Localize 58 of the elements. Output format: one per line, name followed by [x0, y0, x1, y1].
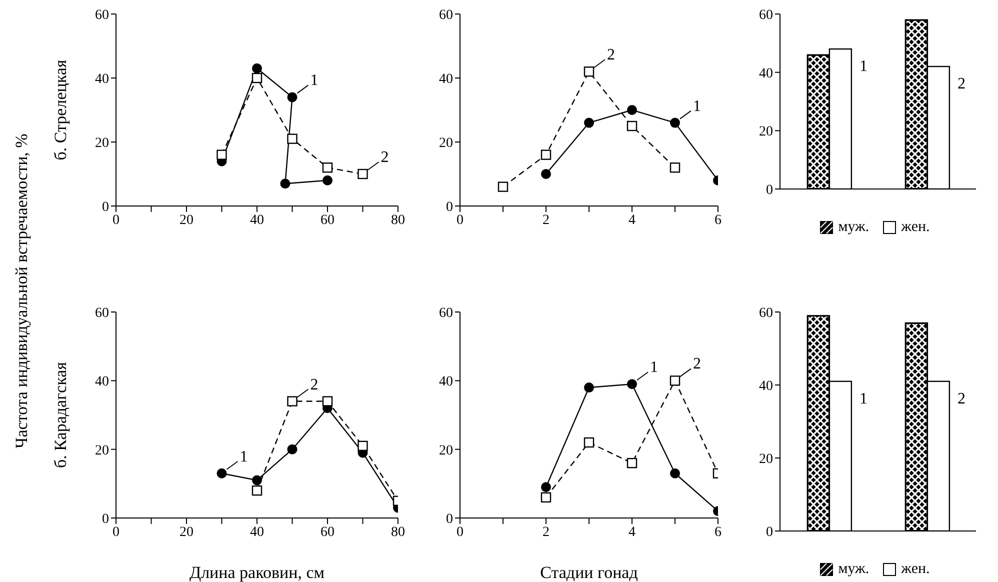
x-tick-label: 60	[320, 524, 334, 540]
x-tick-label: 0	[112, 212, 120, 228]
y-tick-label: 0	[446, 200, 453, 215]
y-tick-label: 0	[446, 512, 453, 527]
y-tick-label: 40	[439, 72, 453, 87]
x-tick-label: 6	[714, 524, 722, 540]
x-tick-label: 20	[180, 212, 194, 228]
x-tick-label: 2	[542, 212, 550, 228]
annotation: 1	[650, 359, 658, 376]
y-tick-label: 60	[95, 306, 109, 321]
x-tick-label: 80	[391, 524, 405, 540]
x-tick-label: 80	[391, 212, 405, 228]
y-tick-label: 40	[439, 374, 453, 390]
y-tick-label: 20	[439, 443, 453, 458]
y-tick-label: 40	[95, 374, 109, 390]
y-tick-label: 0	[766, 182, 773, 198]
x-axis-title: Стадии гонад	[540, 563, 638, 582]
y-tick-label: 60	[439, 306, 453, 321]
annotation: 2	[310, 376, 318, 394]
y-tick-label: 60	[439, 8, 453, 23]
annotation: 2	[380, 149, 389, 166]
y-tick-label: 40	[759, 66, 773, 82]
text: Частота индивидуальной встречаемости, %	[12, 134, 32, 448]
x-tick-label: 6	[714, 212, 722, 228]
annotation: 2	[693, 356, 701, 373]
y-tick-label: 20	[439, 136, 453, 151]
y-tick-label: 0	[102, 512, 109, 527]
annotation: 2	[607, 46, 615, 64]
x-tick-label: 20	[180, 524, 194, 540]
x-axis-title: Длина раковин, см	[189, 563, 325, 582]
y-tick-label: 20	[95, 136, 109, 151]
annotation: 1	[240, 448, 248, 466]
x-tick-label: 40	[250, 524, 264, 540]
x-tick-label: 0	[456, 524, 464, 540]
legend-label: жен.	[900, 219, 930, 236]
annotation: 1	[310, 72, 318, 90]
legend-label: жен.	[900, 561, 930, 578]
y-axis-title: б. Стрелецкая	[51, 60, 70, 160]
y-tick-label: 60	[759, 306, 773, 321]
y-tick-label: 20	[95, 443, 109, 458]
legend-label: муж.	[837, 561, 870, 578]
annotation: 1	[693, 98, 701, 115]
y-tick-label: 60	[95, 8, 109, 23]
x-tick-label: 0	[456, 212, 464, 228]
x-tick-label: 4	[628, 212, 636, 228]
y-tick-label: 0	[102, 200, 109, 215]
x-tick-label: 60	[320, 212, 334, 228]
y-tick-label: 60	[759, 8, 773, 23]
x-tick-label: 4	[628, 524, 636, 540]
x-tick-label: 2	[542, 524, 550, 540]
x-tick-label: 0	[112, 524, 120, 540]
y-tick-label: 20	[759, 124, 773, 140]
x-tick-label: 40	[250, 212, 264, 228]
y-axis-title: б. Карадагская	[51, 362, 70, 468]
y-tick-label: 40	[759, 378, 773, 394]
y-tick-label: 40	[95, 72, 109, 87]
legend-label: муж.	[837, 219, 870, 236]
y-tick-label: 20	[759, 452, 773, 467]
